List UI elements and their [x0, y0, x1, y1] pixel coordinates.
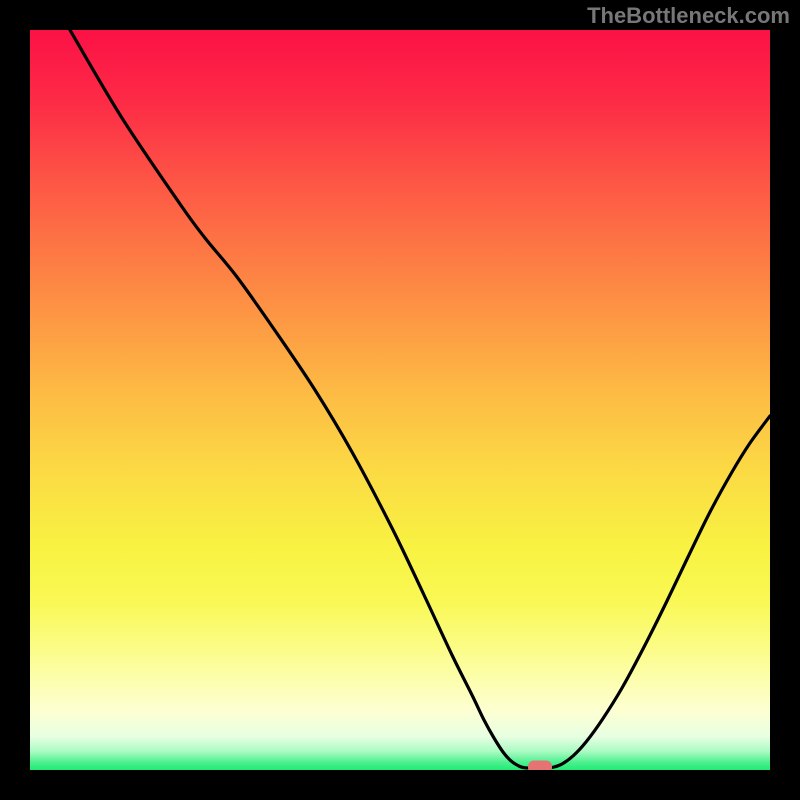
plot-svg	[30, 30, 770, 770]
watermark-text: TheBottleneck.com	[587, 3, 790, 29]
gradient-background	[30, 30, 770, 770]
chart-frame: TheBottleneck.com	[0, 0, 800, 800]
optimum-marker	[528, 761, 552, 771]
plot-area	[30, 30, 770, 770]
